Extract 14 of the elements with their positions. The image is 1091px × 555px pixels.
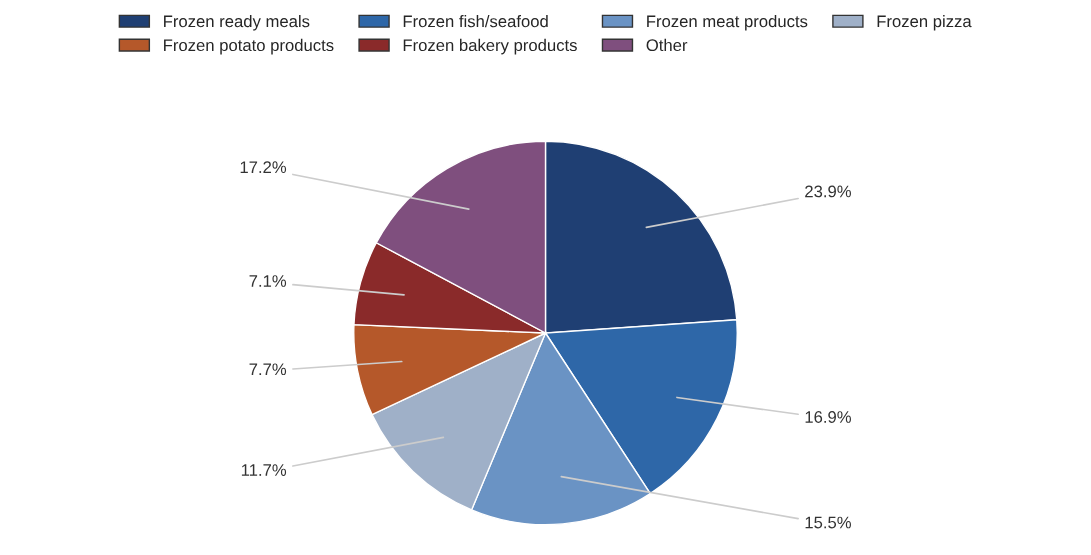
- legend-label: Frozen meat products: [647, 15, 808, 31]
- legend-label: Frozen fish/seafood: [403, 15, 548, 28]
- data-label: 11.7%: [241, 464, 287, 476]
- data-label: 16.9%: [805, 411, 851, 423]
- legend-label: Frozen ready meals: [164, 15, 310, 31]
- legend-label: Other: [646, 38, 688, 52]
- legend-label: Frozen pizza: [877, 15, 972, 31]
- data-label: 15.5%: [805, 516, 851, 529]
- legend-label: Frozen bakery products: [403, 38, 577, 55]
- data-label: 17.2%: [240, 161, 287, 173]
- legend-label: Frozen potato products: [164, 38, 334, 55]
- data-label: 23.9%: [805, 185, 851, 198]
- data-label: 7.1%: [249, 275, 287, 287]
- data-label: 7.7%: [249, 363, 287, 376]
